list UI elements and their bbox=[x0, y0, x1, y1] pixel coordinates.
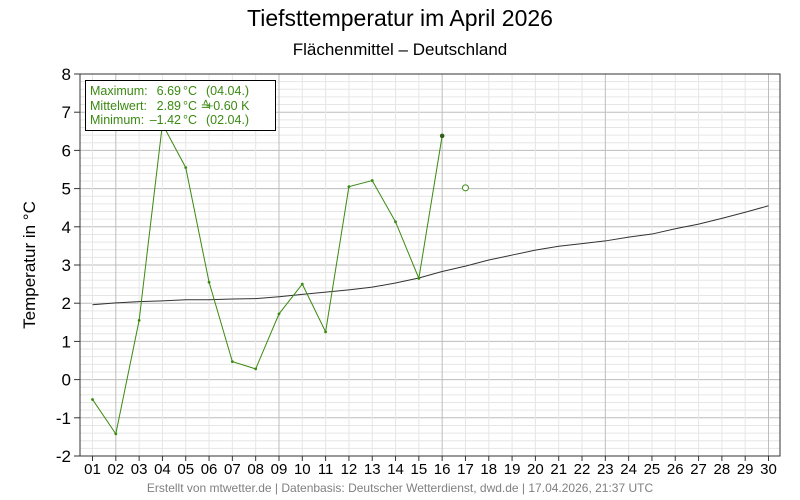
stats-box: Maximum: 6.69 °C (04.04.) Mittelwert: 2.… bbox=[85, 80, 276, 131]
y-tick-label: 1 bbox=[62, 332, 71, 351]
x-tick-label: 05 bbox=[177, 461, 194, 478]
y-tick-label: 7 bbox=[62, 103, 71, 122]
chart-subtitle: Flächenmittel – Deutschland bbox=[292, 40, 508, 59]
x-tick-label: 24 bbox=[620, 461, 637, 478]
climate-mean-line bbox=[92, 205, 769, 306]
chart-title: Tiefsttemperatur im April 2026 bbox=[247, 5, 553, 31]
x-tick-label: 14 bbox=[387, 461, 404, 478]
x-tick-label: 27 bbox=[690, 461, 707, 478]
x-tick-label: 21 bbox=[550, 461, 567, 478]
y-axis-label: Temperatur in °C bbox=[20, 201, 39, 329]
forecast-series bbox=[461, 184, 469, 192]
stats-row-mean: Mittelwert: 2.89 °C ≙ +0.60 K bbox=[90, 99, 275, 114]
forecast-point bbox=[461, 184, 469, 192]
stats-min-value: –1.42 bbox=[149, 113, 181, 127]
observed-point bbox=[394, 220, 397, 224]
stats-max-unit: °C bbox=[183, 84, 198, 98]
grid-lines bbox=[80, 73, 780, 457]
stats-max-label: Maximum: bbox=[90, 84, 148, 98]
observed-point bbox=[137, 318, 141, 322]
x-tick-label: 16 bbox=[434, 461, 451, 478]
x-tick-label: 11 bbox=[318, 461, 334, 478]
observed-point bbox=[300, 282, 304, 286]
y-tick-label: 0 bbox=[62, 371, 71, 390]
x-tick-label: 29 bbox=[737, 461, 754, 478]
x-tick-label: 13 bbox=[364, 461, 381, 478]
observed-point bbox=[370, 179, 374, 182]
observed-point bbox=[114, 432, 118, 436]
climate-mean-series bbox=[92, 205, 769, 306]
y-tick-label: 4 bbox=[62, 218, 71, 237]
x-tick-label: 28 bbox=[714, 461, 731, 478]
x-tick-label: 22 bbox=[574, 461, 591, 478]
observed-point bbox=[417, 276, 421, 280]
observed-point bbox=[184, 166, 188, 169]
observed-point bbox=[207, 280, 211, 284]
x-tick-label: 06 bbox=[201, 461, 218, 478]
x-tick-label: 25 bbox=[644, 461, 661, 478]
x-tick-label: 04 bbox=[154, 461, 171, 478]
y-tick-label: -1 bbox=[56, 409, 71, 428]
observed-point bbox=[347, 185, 351, 189]
x-tick-label: 07 bbox=[224, 461, 241, 478]
y-tick-label: -2 bbox=[56, 447, 71, 466]
stats-mean-value: 2.89 bbox=[156, 98, 181, 113]
stats-row-min: Minimum: –1.42 °C (02.04.) bbox=[90, 113, 275, 128]
stats-max-date: (04.04.) bbox=[206, 84, 250, 98]
x-tick-label: 17 bbox=[457, 461, 474, 478]
stats-row-max: Maximum: 6.69 °C (04.04.) bbox=[90, 84, 275, 99]
footer-credit: Erstellt von mtwetter.de | Datenbasis: D… bbox=[146, 481, 654, 495]
x-tick-label: 30 bbox=[760, 461, 777, 478]
observed-line bbox=[92, 122, 443, 436]
x-tick-label: 08 bbox=[247, 461, 264, 478]
y-tick-label: 6 bbox=[62, 141, 71, 160]
observed-point bbox=[277, 312, 281, 316]
stats-mean-anomaly: +0.60 K bbox=[206, 98, 250, 113]
stats-mean-label: Mittelwert: bbox=[90, 98, 147, 113]
x-axis-ticks: 01 02 03 04 05 06 07 08 09 10 11 12 13 14 15 16 17 18 19 20… bbox=[84, 456, 777, 478]
x-tick-label: 02 bbox=[107, 461, 124, 478]
stats-max-value: 6.69 bbox=[156, 84, 181, 98]
observed-point bbox=[230, 360, 234, 364]
x-tick-label: 18 bbox=[480, 461, 497, 478]
observed-point bbox=[439, 133, 445, 139]
stats-mean-unit: °C ≙ bbox=[183, 98, 211, 113]
y-tick-label: 2 bbox=[62, 294, 71, 313]
x-tick-label: 26 bbox=[667, 461, 684, 478]
plot-frame bbox=[79, 73, 781, 457]
stats-min-label: Minimum: bbox=[90, 113, 145, 127]
y-axis-ticks: -2 -1 0 1 2 3 4 5 6 7 8 bbox=[56, 65, 80, 466]
y-tick-label: 3 bbox=[62, 256, 71, 275]
stats-min-date: (02.04.) bbox=[206, 113, 250, 127]
x-tick-label: 01 bbox=[84, 461, 101, 478]
x-tick-label: 09 bbox=[271, 461, 288, 478]
x-tick-label: 12 bbox=[341, 461, 358, 478]
x-tick-label: 20 bbox=[527, 461, 544, 478]
y-tick-label: 5 bbox=[62, 180, 71, 199]
observed-point bbox=[91, 398, 94, 401]
x-tick-label: 23 bbox=[597, 461, 614, 478]
observed-point bbox=[254, 367, 258, 371]
stats-min-unit: °C bbox=[183, 113, 198, 127]
x-tick-label: 15 bbox=[411, 461, 428, 478]
observed-series bbox=[91, 122, 445, 436]
x-tick-label: 10 bbox=[294, 461, 311, 478]
x-tick-label: 19 bbox=[504, 461, 521, 478]
y-tick-label: 8 bbox=[62, 65, 71, 84]
x-tick-label: 03 bbox=[131, 461, 148, 478]
observed-point bbox=[324, 330, 328, 334]
